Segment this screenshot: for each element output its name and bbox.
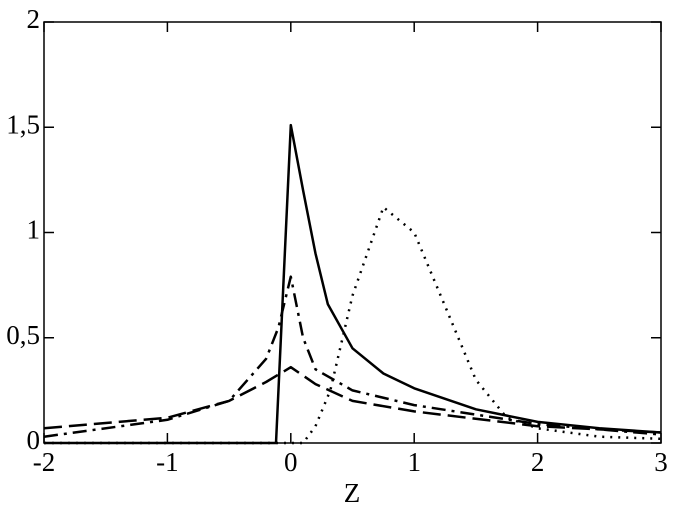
x-tick-label: 3 <box>654 447 668 477</box>
y-tick-label: 0 <box>27 425 41 455</box>
series-line <box>44 205 662 445</box>
x-axis-label: Z <box>344 478 361 508</box>
y-tick-label: 2 <box>27 4 41 34</box>
x-tick-label: 0 <box>284 447 298 477</box>
x-tick-label: 1 <box>407 447 421 477</box>
series-line <box>43 275 662 438</box>
x-tick-label: -1 <box>156 447 179 477</box>
plot-frame <box>43 21 662 444</box>
y-tick-label: 0,5 <box>6 320 40 350</box>
series-line <box>44 123 662 445</box>
y-tick-label: 1 <box>27 215 41 245</box>
x-tick-label: -2 <box>33 447 56 477</box>
x-tick-label: 2 <box>531 447 545 477</box>
series-line <box>43 365 662 434</box>
y-tick-label: 1,5 <box>6 109 40 139</box>
